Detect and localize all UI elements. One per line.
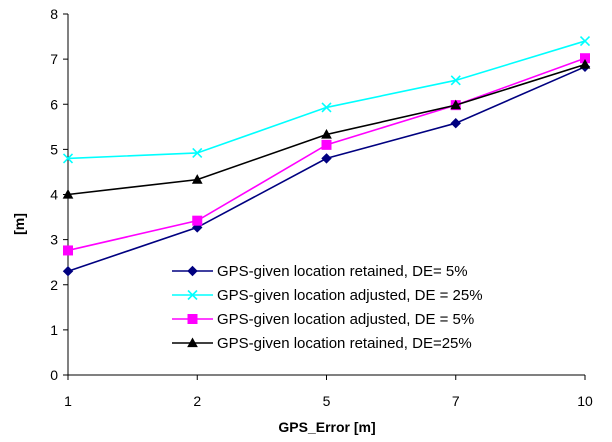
x-marker — [579, 36, 591, 47]
triangle-marker — [187, 337, 198, 348]
series-0 — [62, 61, 591, 277]
chart-legend: GPS-given location retained, DE= 5% GPS-g… — [172, 263, 483, 352]
y-tick-label: 6 — [50, 96, 58, 112]
x-marker-stroke — [192, 147, 203, 159]
x-marker — [450, 75, 461, 86]
diamond-marker — [450, 117, 461, 129]
triangle-marker — [62, 188, 74, 199]
y-tick-label: 0 — [50, 367, 58, 383]
x-axis-ticks: 1 2 5 7 10 — [64, 375, 593, 409]
legend-label: GPS-given location adjusted, DE = 5% — [217, 311, 474, 328]
legend-item: GPS-given location adjusted, DE = 25% — [172, 287, 483, 304]
x-marker-stroke — [187, 289, 198, 301]
square-marker — [321, 139, 332, 150]
series-3 — [62, 59, 591, 199]
x-marker — [187, 289, 198, 301]
diamond-marker — [187, 265, 198, 277]
square-marker — [63, 245, 73, 256]
triangle-marker — [450, 99, 462, 110]
x-marker-stroke — [579, 36, 591, 47]
triangle-marker — [321, 128, 332, 139]
y-tick-label: 7 — [50, 51, 58, 67]
y-axis-ticks: 0 1 2 3 4 5 6 7 8 — [50, 6, 68, 383]
series-line — [67, 66, 586, 272]
y-tick-label: 5 — [50, 141, 58, 157]
square-marker — [187, 314, 198, 324]
series-2 — [63, 53, 590, 256]
y-axis-title: [m] — [11, 213, 27, 235]
y-tick-label: 4 — [50, 187, 58, 203]
x-tick-label: 5 — [323, 393, 331, 409]
x-tick-label: 1 — [64, 393, 72, 409]
y-tick-label: 3 — [50, 232, 58, 248]
x-marker-stroke — [450, 75, 461, 86]
legend-item: GPS-given location retained, DE= 5% — [172, 263, 468, 280]
triangle-marker — [191, 174, 203, 184]
x-tick-label: 7 — [452, 393, 460, 409]
x-marker-stroke — [62, 153, 74, 164]
x-marker — [192, 147, 203, 159]
diamond-marker — [62, 266, 74, 277]
square-marker — [192, 215, 203, 226]
legend-label: GPS-given location retained, DE=25% — [217, 335, 472, 352]
legend-label: GPS-given location retained, DE= 5% — [217, 263, 468, 280]
x-marker — [62, 153, 74, 164]
series-layer — [62, 36, 591, 277]
x-marker — [321, 102, 332, 113]
x-tick-label: 2 — [193, 393, 201, 409]
diamond-marker — [321, 153, 332, 164]
legend-item: GPS-given location retained, DE=25% — [172, 335, 472, 352]
x-marker-stroke — [321, 102, 332, 113]
x-tick-label: 10 — [577, 393, 593, 409]
y-tick-label: 8 — [50, 6, 58, 22]
series-1 — [62, 36, 591, 164]
legend-label: GPS-given location adjusted, DE = 25% — [217, 287, 483, 304]
y-tick-label: 2 — [50, 277, 58, 293]
x-axis-title: GPS_Error [m] — [278, 419, 375, 435]
legend-item: GPS-given location adjusted, DE = 5% — [172, 311, 474, 328]
y-tick-label: 1 — [50, 322, 58, 338]
triangle-marker — [579, 59, 591, 69]
